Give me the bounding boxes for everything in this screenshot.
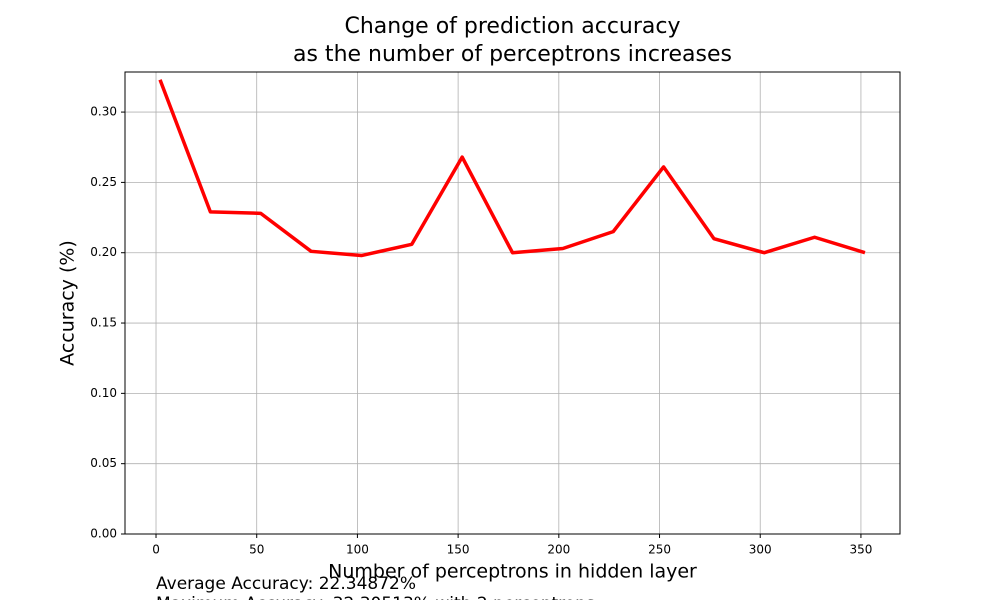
x-tick-label: 250 — [648, 543, 671, 557]
x-axis-label: Number of perceptrons in hidden layer — [328, 561, 697, 583]
x-tick-label: 50 — [249, 543, 264, 557]
x-tick-label: 150 — [447, 543, 470, 557]
y-tick-label: 0.30 — [90, 105, 117, 119]
y-tick-label: 0.00 — [90, 527, 117, 541]
y-tick-label: 0.05 — [90, 456, 117, 470]
y-tick-label: 0.15 — [90, 316, 117, 330]
x-tick-label: 100 — [346, 543, 369, 557]
y-tick-label: 0.20 — [90, 245, 117, 259]
x-tick-label: 300 — [749, 543, 772, 557]
chart-title: Change of prediction accuracy as the num… — [293, 14, 732, 67]
y-tick-label: 0.25 — [90, 175, 117, 189]
x-tick-label: 0 — [152, 543, 160, 557]
line — [158, 79, 866, 258]
x-tick-label: 350 — [849, 543, 872, 557]
annotation: Maximum Accuracy: 32.30513% with 2 perce… — [156, 594, 595, 600]
y-axis-label: Accuracy (%) — [57, 240, 79, 366]
y-tick-label: 0.10 — [90, 386, 117, 400]
x-tick-label: 200 — [547, 543, 570, 557]
plot-frame — [124, 71, 901, 535]
annotation: Average Accuracy: 22.34872% — [156, 574, 416, 594]
